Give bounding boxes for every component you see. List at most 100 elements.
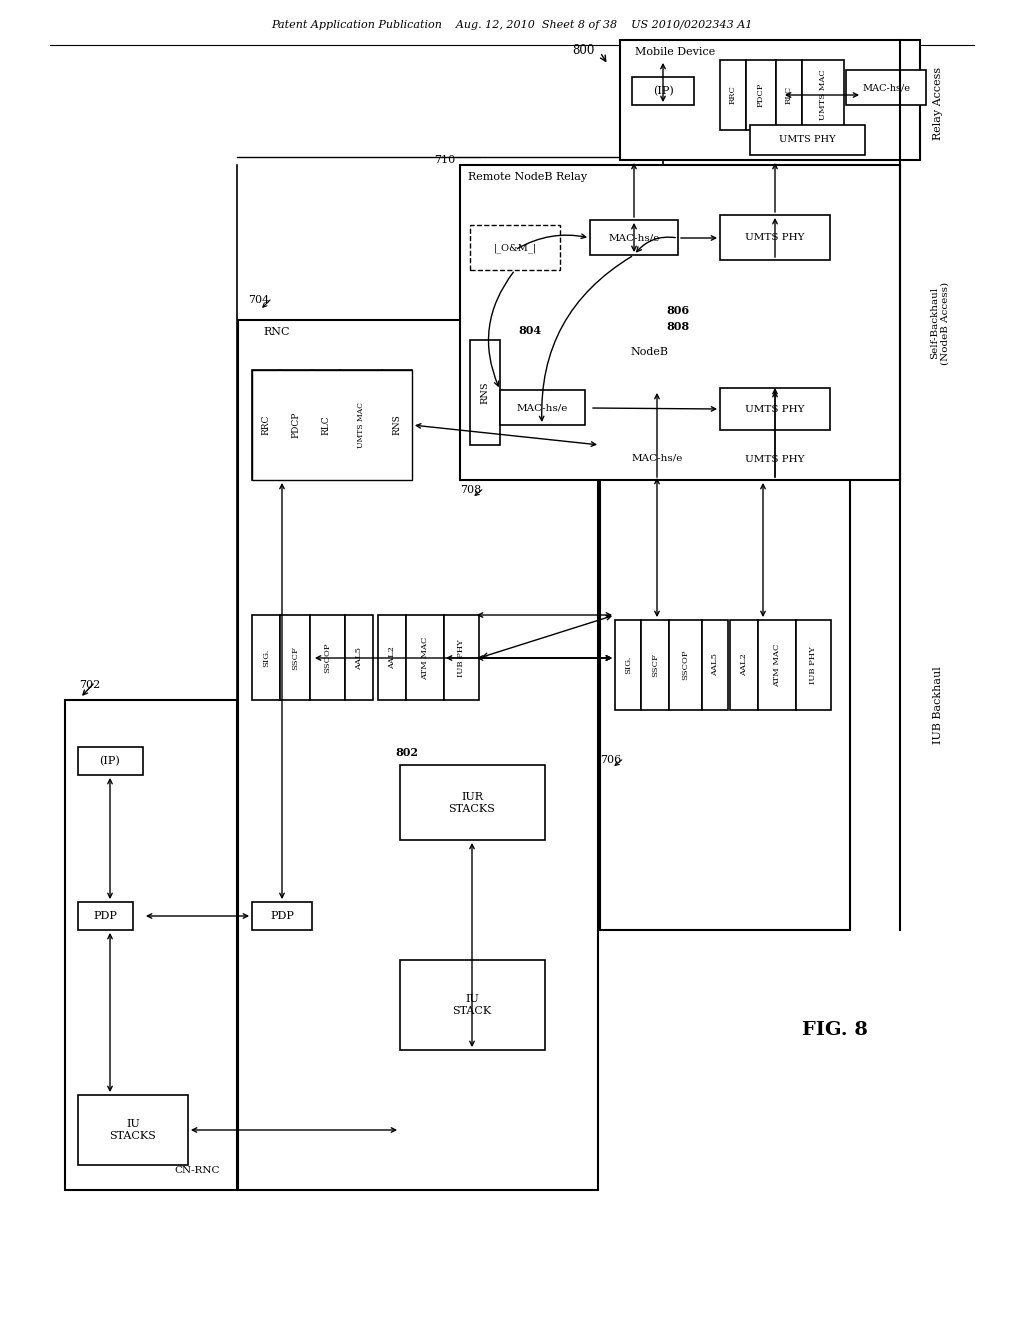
Text: FIG. 8: FIG. 8	[802, 1020, 868, 1039]
Text: 702: 702	[80, 680, 100, 690]
Text: MAC-hs/e: MAC-hs/e	[516, 404, 567, 412]
Bar	[776, 59, 802, 129]
Text: AAL2: AAL2	[740, 653, 748, 676]
Bar	[78, 747, 143, 775]
Text: IU
STACKS: IU STACKS	[110, 1119, 157, 1140]
Text: IUB PHY: IUB PHY	[809, 645, 817, 684]
Bar	[802, 59, 844, 129]
Bar	[669, 620, 702, 710]
Bar	[632, 77, 694, 106]
Text: 708: 708	[460, 484, 481, 495]
Bar	[78, 1096, 188, 1166]
Bar	[641, 620, 669, 710]
Text: IUR
STACKS: IUR STACKS	[449, 792, 496, 814]
Text: 706: 706	[600, 755, 622, 766]
Text: IUB PHY: IUB PHY	[457, 639, 465, 677]
Text: Relay Access: Relay Access	[933, 66, 943, 140]
Bar	[720, 388, 830, 430]
Bar	[444, 615, 479, 700]
Bar	[252, 370, 412, 480]
Bar	[252, 615, 280, 700]
Bar	[470, 224, 560, 271]
Bar	[310, 615, 345, 700]
Bar	[615, 620, 641, 710]
Bar	[615, 440, 700, 475]
Bar	[378, 615, 406, 700]
Bar	[720, 438, 830, 480]
Bar	[460, 165, 900, 480]
Text: UMTS PHY: UMTS PHY	[745, 404, 805, 413]
Text: UMTS PHY: UMTS PHY	[778, 136, 836, 144]
Text: RNS: RNS	[392, 414, 401, 436]
Text: RRC: RRC	[261, 414, 270, 436]
Text: 802: 802	[395, 747, 418, 759]
Bar	[720, 59, 746, 129]
Bar	[65, 700, 237, 1191]
Text: IU
STACK: IU STACK	[453, 994, 492, 1016]
Bar	[590, 220, 678, 255]
Bar	[500, 389, 585, 425]
Text: 806: 806	[666, 305, 689, 315]
Bar	[720, 215, 830, 260]
Text: AAL5: AAL5	[711, 653, 719, 676]
Text: UMTS MAC: UMTS MAC	[357, 403, 365, 447]
Bar	[406, 615, 444, 700]
Text: PDCP: PDCP	[757, 83, 765, 107]
Text: PDP: PDP	[93, 911, 117, 921]
Bar	[400, 960, 545, 1049]
Text: SSCF: SSCF	[651, 653, 659, 677]
Bar	[280, 615, 310, 700]
Text: MAC-hs/e: MAC-hs/e	[632, 454, 683, 462]
Text: 710: 710	[434, 154, 455, 165]
Bar	[750, 125, 865, 154]
Bar	[758, 620, 796, 710]
Text: PDP: PDP	[270, 911, 294, 921]
Text: NodeB: NodeB	[630, 347, 668, 356]
Bar	[238, 319, 598, 1191]
Bar	[280, 370, 312, 480]
Bar	[78, 902, 133, 931]
Text: ATM MAC: ATM MAC	[421, 636, 429, 680]
Text: 704: 704	[248, 294, 269, 305]
Text: SIG.: SIG.	[262, 649, 270, 667]
Bar	[730, 620, 758, 710]
Text: |_O&M_|: |_O&M_|	[494, 243, 537, 253]
Text: AAL2: AAL2	[388, 647, 396, 669]
Bar	[312, 370, 340, 480]
Text: RLC: RLC	[785, 86, 793, 104]
Text: 800: 800	[572, 44, 595, 57]
Text: SIG.: SIG.	[624, 656, 632, 675]
Text: UMTS PHY: UMTS PHY	[745, 454, 805, 463]
Text: RLC: RLC	[322, 416, 331, 434]
Text: CN-RNC: CN-RNC	[174, 1166, 220, 1175]
Text: MAC-hs/e: MAC-hs/e	[862, 83, 910, 92]
Bar	[252, 902, 312, 931]
Text: RNC: RNC	[263, 327, 290, 337]
Text: (IP): (IP)	[99, 756, 121, 766]
Text: SSCOP: SSCOP	[323, 643, 331, 673]
Text: IUB Backhaul: IUB Backhaul	[933, 667, 943, 744]
Text: Self-Backhaul
(NodeB Access): Self-Backhaul (NodeB Access)	[930, 281, 949, 364]
Text: AAL5: AAL5	[355, 647, 362, 669]
Text: SSCOP: SSCOP	[681, 649, 689, 680]
Bar	[470, 341, 500, 445]
Bar	[252, 370, 280, 480]
Bar	[400, 766, 545, 840]
Bar	[340, 370, 382, 480]
Text: UMTS PHY: UMTS PHY	[745, 234, 805, 243]
Text: ATM MAC: ATM MAC	[773, 643, 781, 686]
Bar	[345, 615, 373, 700]
Text: Remote NodeB Relay: Remote NodeB Relay	[468, 172, 587, 182]
Bar	[746, 59, 776, 129]
Bar	[600, 341, 850, 931]
Text: 804: 804	[518, 325, 542, 335]
Bar	[620, 40, 920, 160]
Text: Patent Application Publication    Aug. 12, 2010  Sheet 8 of 38    US 2010/020234: Patent Application Publication Aug. 12, …	[271, 20, 753, 30]
Bar	[702, 620, 728, 710]
Bar	[846, 70, 926, 106]
Text: RNS: RNS	[480, 381, 489, 404]
Text: SSCF: SSCF	[291, 645, 299, 671]
Text: RRC: RRC	[729, 86, 737, 104]
Bar	[796, 620, 831, 710]
Text: PDCP: PDCP	[292, 412, 300, 438]
